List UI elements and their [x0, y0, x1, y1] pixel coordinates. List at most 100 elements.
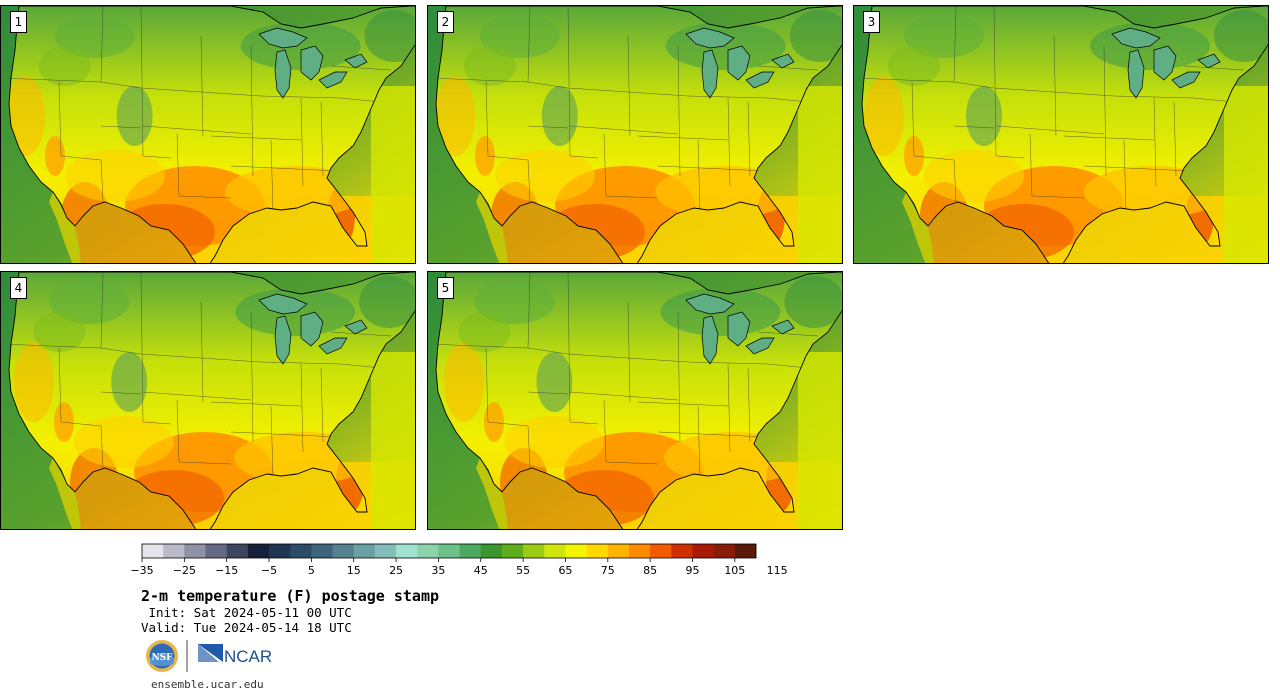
great-lake — [727, 311, 751, 347]
colorbar-tick-label: 5 — [307, 564, 315, 577]
great-lake — [274, 315, 292, 365]
colorbar-bin — [142, 544, 164, 558]
great-lake — [258, 27, 308, 49]
great-lake — [771, 319, 795, 335]
colorbar-tick-label: 65 — [558, 564, 573, 577]
great-lake — [685, 27, 735, 49]
colorbar-bin — [247, 544, 270, 558]
sponsor-logos: NSF NCAR — [146, 640, 272, 672]
map-2 — [428, 6, 842, 263]
colorbar-bin — [607, 544, 630, 558]
postage-stamp-panel-1: 1 — [0, 5, 416, 264]
great-lake — [685, 293, 735, 315]
panel-label-1: 1 — [10, 11, 27, 33]
colorbar-bin — [269, 544, 291, 558]
coastline — [435, 6, 842, 263]
colorbar-tick-label: 75 — [600, 564, 615, 577]
ncar-logo: NCAR — [198, 644, 272, 666]
great-lake — [727, 45, 751, 81]
colorbar-tick-label: −25 — [172, 564, 196, 577]
great-lake — [344, 319, 368, 335]
colorbar-bin — [163, 544, 185, 558]
svg-text:NSF: NSF — [151, 653, 173, 663]
colorbar-bin — [205, 544, 227, 558]
colorbar-bin — [311, 544, 333, 558]
colorbar-bin — [650, 544, 672, 558]
postage-stamp-panel-3: 3 — [853, 5, 1269, 264]
colorbar-bin — [544, 544, 566, 558]
figure-title: 2-m temperature (F) postage stamp — [141, 587, 440, 605]
great-lake — [258, 293, 308, 315]
colorbar-tick-label: 15 — [346, 564, 361, 577]
colorbar-tick-label: −5 — [260, 564, 278, 577]
panel-label-5: 5 — [437, 277, 454, 299]
colorbar-tick-label: 25 — [389, 564, 404, 577]
great-lake — [318, 71, 348, 89]
colorbar-bin — [438, 544, 460, 558]
init-time: Init: Sat 2024-05-11 00 UTC — [141, 605, 352, 620]
colorbar-bin — [332, 544, 355, 558]
great-lake — [1197, 53, 1221, 69]
great-lake — [745, 337, 775, 355]
coastline — [8, 6, 415, 263]
colorbar-bin — [501, 544, 524, 558]
colorbar-bin — [523, 544, 545, 558]
map-5 — [428, 272, 842, 529]
panel-label-4: 4 — [10, 277, 27, 299]
panel-label-2: 2 — [437, 11, 454, 33]
colorbar-tick-label: 105 — [724, 564, 746, 577]
colorbar-bin — [417, 544, 439, 558]
colorbar-bin — [628, 544, 651, 558]
colorbar-tick-label: 85 — [643, 564, 658, 577]
great-lake — [1171, 71, 1201, 89]
colorbar-bin — [184, 544, 206, 558]
temperature-colorbar — [141, 543, 757, 562]
postage-stamp-panel-5: 5 — [427, 271, 843, 530]
colorbar-bin — [396, 544, 418, 558]
colorbar-tick-label: −15 — [215, 564, 239, 577]
colorbar-bin — [713, 544, 736, 558]
colorbar-tick-label: 45 — [473, 564, 488, 577]
colorbar-tick-label: 95 — [685, 564, 700, 577]
colorbar-bin — [671, 544, 693, 558]
coastline — [8, 272, 415, 529]
colorbar-bin — [290, 544, 312, 558]
great-lake — [1111, 27, 1161, 49]
colorbar-bin — [586, 544, 609, 558]
panel-label-3: 3 — [863, 11, 880, 33]
colorbar-bin — [459, 544, 482, 558]
colorbar-bin — [692, 544, 714, 558]
great-lake — [1153, 45, 1177, 81]
great-lake — [701, 315, 719, 365]
svg-text:NCAR: NCAR — [224, 647, 272, 666]
great-lake — [701, 49, 719, 99]
postage-stamp-panel-2: 2 — [427, 5, 843, 264]
coastline — [435, 272, 842, 529]
nsf-logo: NSF — [146, 640, 178, 672]
colorbar-bin — [565, 544, 587, 558]
great-lake — [344, 53, 368, 69]
great-lake — [1127, 49, 1145, 99]
colorbar-bin — [353, 544, 376, 558]
map-1 — [1, 6, 415, 263]
great-lake — [318, 337, 348, 355]
website-url: ensemble.ucar.edu — [151, 678, 264, 691]
colorbar-tick-label: 115 — [766, 564, 788, 577]
colorbar-bin — [734, 544, 757, 558]
colorbar-tick-label: 35 — [431, 564, 446, 577]
colorbar-bin — [480, 544, 503, 558]
valid-time: Valid: Tue 2024-05-14 18 UTC — [141, 620, 352, 635]
colorbar-bin — [374, 544, 397, 558]
postage-stamp-panel-4: 4 — [0, 271, 416, 530]
great-lake — [300, 311, 324, 347]
great-lake — [274, 49, 292, 99]
colorbar-tick-label: −35 — [130, 564, 154, 577]
map-4 — [1, 272, 415, 529]
great-lake — [745, 71, 775, 89]
great-lake — [300, 45, 324, 81]
map-3 — [854, 6, 1268, 263]
great-lake — [771, 53, 795, 69]
colorbar-tick-label: 55 — [516, 564, 531, 577]
colorbar-bin — [226, 544, 249, 558]
coastline — [861, 6, 1268, 263]
